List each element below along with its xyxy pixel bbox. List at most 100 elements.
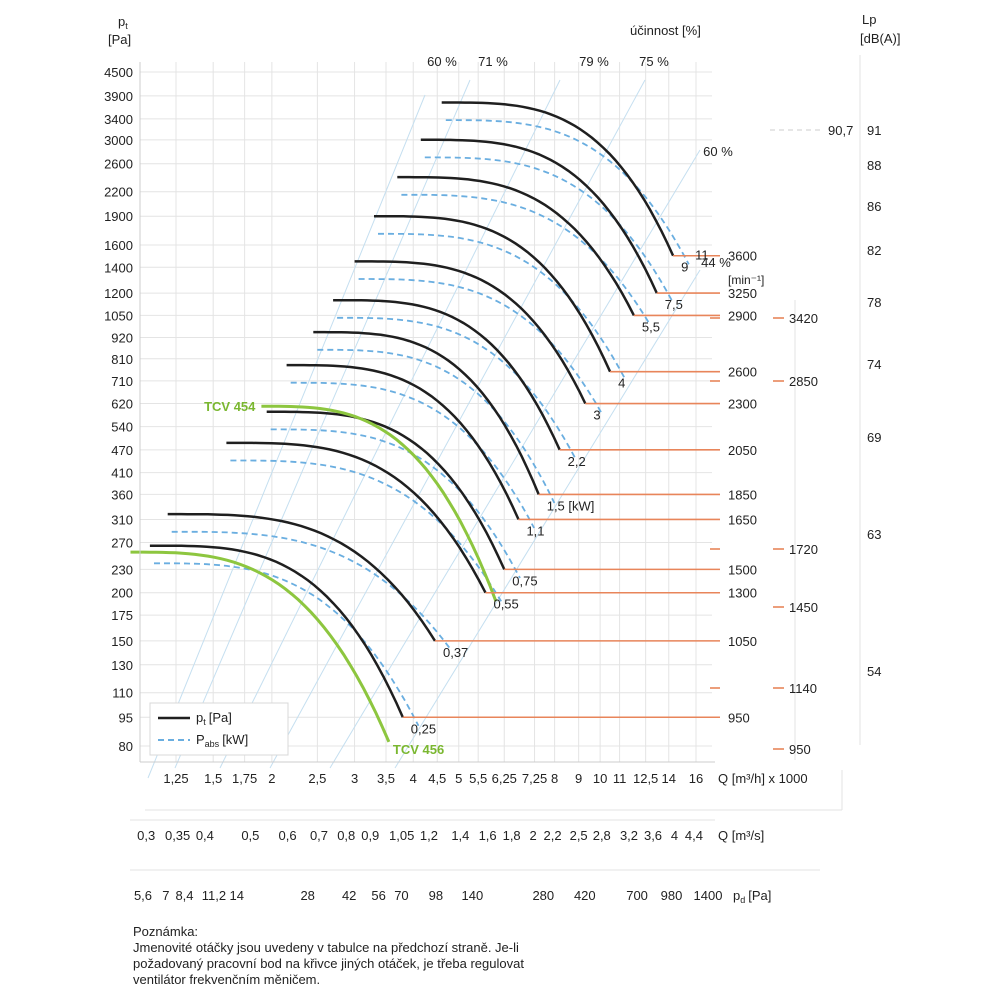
x-tick-label-flow-s: 4 bbox=[671, 828, 678, 843]
rpm-label: 2600 bbox=[728, 365, 757, 380]
axes: 4500390034003000260022001900160014001200… bbox=[104, 55, 861, 903]
x-tick-label-flow-s: 2,5 bbox=[570, 828, 588, 843]
y-tick-label: 270 bbox=[111, 536, 133, 551]
y-tick-label: 3000 bbox=[104, 133, 133, 148]
lp-tick-label: 86 bbox=[867, 199, 881, 214]
y-tick-label: 130 bbox=[111, 658, 133, 673]
x-tick-label-flow-h: 12,5 bbox=[633, 771, 658, 786]
y-tick-label: 4500 bbox=[104, 65, 133, 80]
rpm-label: 2050 bbox=[728, 443, 757, 458]
highlight-curve bbox=[261, 404, 498, 602]
pressure-curve bbox=[266, 410, 506, 570]
power-label: 5,5 bbox=[642, 319, 660, 334]
lp-tick-label: 91 bbox=[867, 123, 881, 138]
power-label: 0,55 bbox=[493, 597, 518, 612]
x-tick-label-dynamic: 980 bbox=[661, 888, 683, 903]
y-tick-label: 3900 bbox=[104, 89, 133, 104]
x-tick-label-flow-h: 5,5 bbox=[469, 771, 487, 786]
x-tick-label-flow-s: 0,5 bbox=[241, 828, 259, 843]
x-tick-label-dynamic: 140 bbox=[462, 888, 484, 903]
x-tick-label-dynamic: 11,2 bbox=[202, 888, 226, 903]
x-tick-label-flow-h: 11 bbox=[613, 771, 627, 786]
efficiency-header: účinnost [%] bbox=[630, 23, 701, 38]
x-tick-label-dynamic: 14 bbox=[230, 888, 244, 903]
pressure-curve bbox=[313, 330, 540, 495]
x-tick-label-flow-s: 2,2 bbox=[544, 828, 562, 843]
y-tick-label: 1200 bbox=[104, 286, 133, 301]
x-tick-label-flow-s: 1,8 bbox=[503, 828, 521, 843]
x-tick-label-flow-s: 1,6 bbox=[479, 828, 497, 843]
x-tick-label-dynamic: 700 bbox=[626, 888, 648, 903]
y-tick-label: 410 bbox=[111, 466, 133, 481]
y-tick-label: 1050 bbox=[104, 308, 133, 323]
rpm-label: 1300 bbox=[728, 586, 757, 601]
x-tick-label-flow-h: 3 bbox=[351, 771, 358, 786]
rpm-label: 3250 bbox=[728, 286, 757, 301]
power-curve bbox=[171, 530, 452, 650]
rpm-right-label: 1140 bbox=[789, 681, 817, 696]
efficiency-label: 60 % bbox=[703, 144, 733, 159]
y-tick-label: 1900 bbox=[104, 209, 133, 224]
x-tick-label-flow-h: 7,25 bbox=[522, 771, 547, 786]
rpm-label: 950 bbox=[728, 710, 750, 725]
y-tick-label: 175 bbox=[111, 608, 133, 623]
y-tick-label: 3400 bbox=[104, 112, 133, 127]
efficiency-line bbox=[269, 79, 646, 769]
legend: pt [Pa] Pabs [kW] bbox=[149, 702, 289, 756]
note-title: Poznámka: bbox=[133, 924, 199, 939]
y-tick-label: 540 bbox=[111, 420, 133, 435]
y-tick-label: 95 bbox=[119, 710, 133, 725]
x-tick-label-dynamic: 5,6 bbox=[134, 888, 152, 903]
x-tick-label-flow-s: 2,8 bbox=[593, 828, 611, 843]
rpm-right-label: 1450 bbox=[789, 600, 818, 615]
note: Poznámka: Jmenovité otáčky jsou uvedeny … bbox=[133, 924, 603, 988]
x-tick-label-flow-h: 5 bbox=[455, 771, 462, 786]
power-curve bbox=[358, 278, 602, 413]
power-label: 0,25 bbox=[411, 721, 436, 736]
rpm-right-label: 1720 bbox=[789, 542, 818, 557]
x-tick-label-flow-h: 1,75 bbox=[232, 771, 257, 786]
pressure-curve bbox=[397, 175, 636, 316]
x-tick-label-flow-s: 1,4 bbox=[451, 828, 469, 843]
lp-axis-unit: [dB(A)] bbox=[860, 31, 900, 46]
power-curve bbox=[230, 459, 502, 602]
x-tick-label-flow-h: 9 bbox=[575, 771, 582, 786]
y-tick-label: 230 bbox=[111, 562, 133, 577]
x-tick-label-flow-s: 0,4 bbox=[196, 828, 214, 843]
x-tick-label-flow-h: 4,5 bbox=[428, 771, 446, 786]
y-tick-label: 310 bbox=[111, 512, 133, 527]
x-tick-label-flow-s: 1,05 bbox=[389, 828, 414, 843]
pressure-curve bbox=[167, 512, 437, 642]
y-tick-label: 810 bbox=[111, 352, 133, 367]
efficiency-label: 75 % bbox=[639, 54, 669, 69]
power-curve bbox=[317, 348, 556, 504]
power-label: 4 bbox=[618, 376, 625, 391]
rpm-label: 1850 bbox=[728, 487, 757, 502]
y-tick-label: 620 bbox=[111, 397, 133, 412]
rpm-markers bbox=[402, 254, 784, 750]
power-label: 0,75 bbox=[512, 573, 537, 588]
power-label-11: 11 bbox=[695, 248, 709, 263]
x-tick-label-flow-h: 14 bbox=[662, 771, 676, 786]
x-axis-dynamic-title: pd [Pa] bbox=[733, 888, 771, 905]
power-curve bbox=[337, 316, 577, 459]
x-tick-label-flow-h: 2 bbox=[268, 771, 275, 786]
efficiency-lines bbox=[147, 79, 701, 779]
rpm-label: 2900 bbox=[728, 308, 757, 323]
x-tick-label-flow-s: 1,2 bbox=[420, 828, 438, 843]
x-tick-label-dynamic: 8,4 bbox=[175, 888, 193, 903]
x-axis-flow-s-title: Q [m³/s] bbox=[718, 828, 764, 843]
x-axis-flow-h-title: Q [m³/h] x 1000 bbox=[718, 771, 808, 786]
power-curve bbox=[154, 562, 420, 727]
power-curve bbox=[378, 232, 627, 381]
rpm-right-label: 2850 bbox=[789, 374, 818, 389]
power-label: 1,1 bbox=[526, 523, 544, 538]
pressure-curve bbox=[441, 101, 675, 257]
x-tick-label-dynamic: 42 bbox=[342, 888, 356, 903]
power-label: 3 bbox=[593, 408, 600, 423]
pressure-curve bbox=[354, 260, 587, 405]
y-tick-label: 2200 bbox=[104, 185, 133, 200]
x-tick-label-dynamic: 420 bbox=[574, 888, 596, 903]
power-curve bbox=[445, 119, 690, 265]
power-label: 9 bbox=[681, 260, 688, 275]
